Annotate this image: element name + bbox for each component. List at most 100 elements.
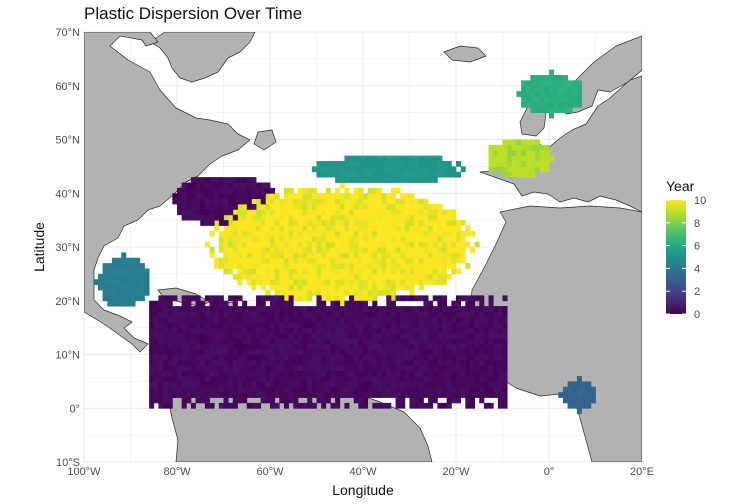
heat-cell: [274, 295, 280, 302]
heat-cell: [488, 376, 494, 382]
heat-cell: [121, 300, 127, 307]
heat-cell: [386, 257, 392, 264]
heat-cell: [409, 263, 415, 269]
heat-cell: [256, 257, 262, 264]
heat-cell: [502, 333, 508, 339]
heat-cell: [209, 300, 215, 307]
heat-cell: [451, 359, 457, 366]
heat-cell: [214, 187, 220, 194]
heat-cell: [311, 236, 317, 243]
heat-cell: [214, 220, 220, 226]
heat-cell: [469, 311, 475, 318]
heat-cell: [302, 241, 308, 248]
heat-cell: [442, 236, 448, 243]
heat-cell: [423, 279, 429, 286]
heat-cell: [242, 268, 248, 275]
heat-cell: [549, 101, 555, 108]
heat-cell: [428, 161, 434, 167]
heat-cell: [530, 96, 536, 103]
heat-cell: [358, 263, 364, 269]
heat-cell: [321, 370, 327, 377]
heat-cell: [451, 247, 457, 253]
heat-cell: [163, 338, 169, 345]
heat-cell: [372, 247, 378, 253]
heat-cell: [363, 370, 369, 377]
heat-cell: [428, 392, 434, 398]
heat-cell: [200, 177, 206, 183]
heat-cell: [232, 263, 238, 269]
heat-cell: [390, 306, 396, 312]
heat-cell: [293, 204, 299, 210]
heat-cell: [307, 349, 313, 355]
heat-cell: [423, 381, 429, 388]
heat-cell: [400, 236, 406, 243]
heat-cell: [330, 300, 336, 307]
heat-cell: [446, 327, 452, 334]
heat-cell: [237, 177, 243, 183]
heat-cell: [409, 349, 415, 355]
heat-cell: [339, 316, 345, 323]
heat-cell: [418, 370, 424, 377]
heat-cell: [363, 392, 369, 398]
heat-cell: [228, 327, 234, 334]
heat-cell: [376, 306, 382, 312]
heat-cell: [218, 327, 224, 334]
heat-cell: [335, 257, 341, 264]
heat-cell: [228, 365, 234, 372]
heat-cell: [469, 359, 475, 366]
heat-cell: [204, 204, 210, 210]
heat-cell: [418, 397, 424, 404]
heat-cell: [353, 279, 359, 286]
heat-cell: [479, 386, 485, 393]
y-tick-label: 10°S: [56, 457, 80, 469]
heat-cell: [423, 343, 429, 350]
heat-cell: [251, 322, 257, 329]
heat-cell: [325, 198, 331, 205]
heat-cell: [214, 311, 220, 318]
y-axis-title: Latitude: [31, 222, 47, 272]
heat-cell: [395, 209, 401, 216]
heat-cell: [293, 402, 299, 409]
heat-cell: [335, 284, 341, 291]
heat-cell: [232, 236, 238, 243]
heat-cell: [381, 343, 387, 350]
heat-cell: [288, 365, 294, 372]
heat-cell: [274, 359, 280, 366]
heat-cell: [335, 402, 341, 409]
heat-cell: [339, 230, 345, 237]
heat-cell: [372, 171, 378, 178]
heat-cell: [483, 343, 489, 350]
heat-cell: [270, 300, 276, 307]
heat-cell: [335, 370, 341, 377]
heat-cell: [330, 268, 336, 275]
heat-cell: [428, 359, 434, 366]
heat-cell: [307, 370, 313, 377]
heat-cell: [260, 311, 266, 318]
heat-cell: [316, 241, 322, 248]
heat-cell: [400, 386, 406, 393]
heat-cell: [297, 365, 303, 372]
heat-cell: [456, 322, 462, 329]
heat-cell: [576, 397, 582, 404]
heat-cell: [358, 155, 364, 162]
heat-cell: [497, 155, 503, 162]
heat-cell: [437, 333, 443, 339]
heat-cell: [283, 225, 289, 232]
heat-cell: [274, 230, 280, 237]
heat-cell: [214, 295, 220, 302]
heat-cell: [442, 376, 448, 382]
heat-cell: [251, 279, 257, 286]
heat-cell: [321, 354, 327, 361]
heat-cell: [488, 316, 494, 323]
heat-cell: [297, 252, 303, 259]
heat-cell: [237, 376, 243, 382]
heat-cell: [395, 343, 401, 350]
heat-cell: [260, 263, 266, 269]
heat-cell: [493, 333, 499, 339]
x-tick-label: 40°W: [349, 466, 377, 478]
heat-cell: [349, 236, 355, 243]
heat-cell: [297, 209, 303, 216]
heat-cell: [456, 247, 462, 253]
heat-cell: [125, 273, 131, 280]
heat-cell: [390, 316, 396, 323]
